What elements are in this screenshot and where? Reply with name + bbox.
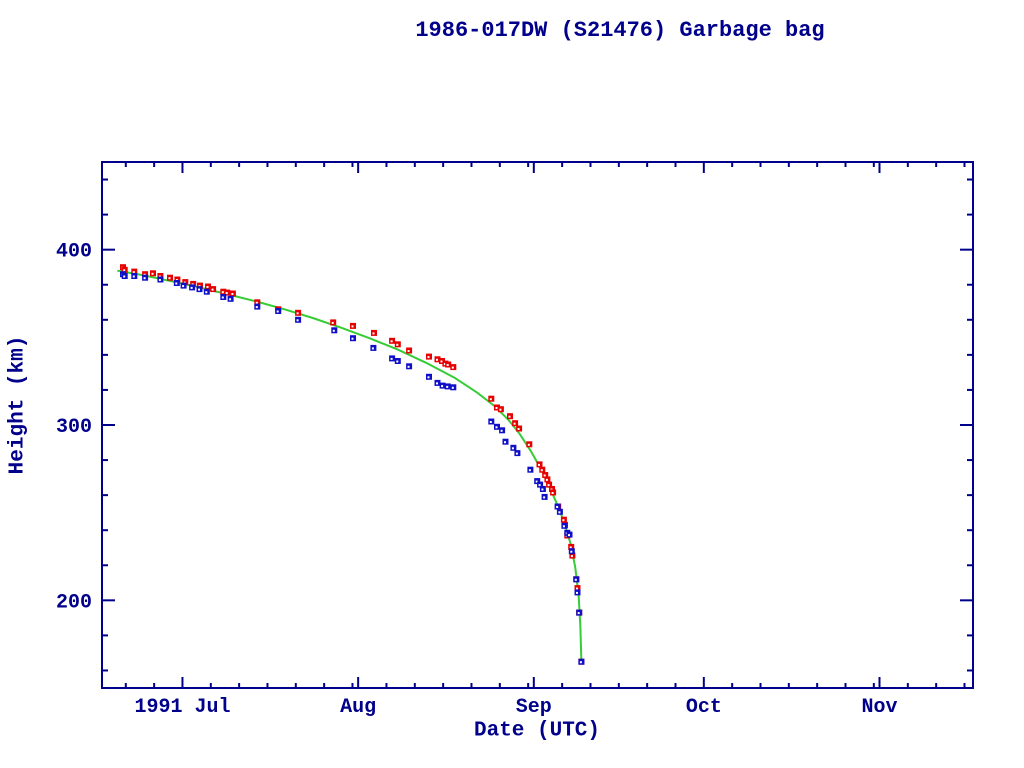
y-tick-label: 200 — [56, 591, 92, 614]
x-tick-label: Sep — [516, 696, 552, 719]
perigee-height — [120, 271, 585, 665]
x-tick-label: Aug — [340, 696, 376, 719]
apogee-height — [120, 264, 585, 665]
y-axis-ticks — [102, 178, 973, 672]
y-tick-labels: 200 300 400 — [56, 241, 92, 615]
x-tick-label: Nov — [861, 696, 897, 719]
plot-frame — [101, 161, 974, 689]
x-tick-label: Oct — [686, 696, 722, 719]
x-axis-ticks — [124, 162, 966, 688]
x-tick-label: 1991 Jul — [134, 696, 230, 719]
chart-title: 1986-017DW (S21476) Garbage bag — [415, 18, 825, 43]
x-axis-title: Date (UTC) — [473, 719, 601, 743]
y-tick-label: 300 — [56, 416, 92, 439]
decay-model-curve — [117, 269, 583, 662]
x-tick-labels: 1991 Jul Aug Sep Oct Nov — [134, 696, 897, 719]
y-tick-label: 400 — [56, 241, 92, 264]
